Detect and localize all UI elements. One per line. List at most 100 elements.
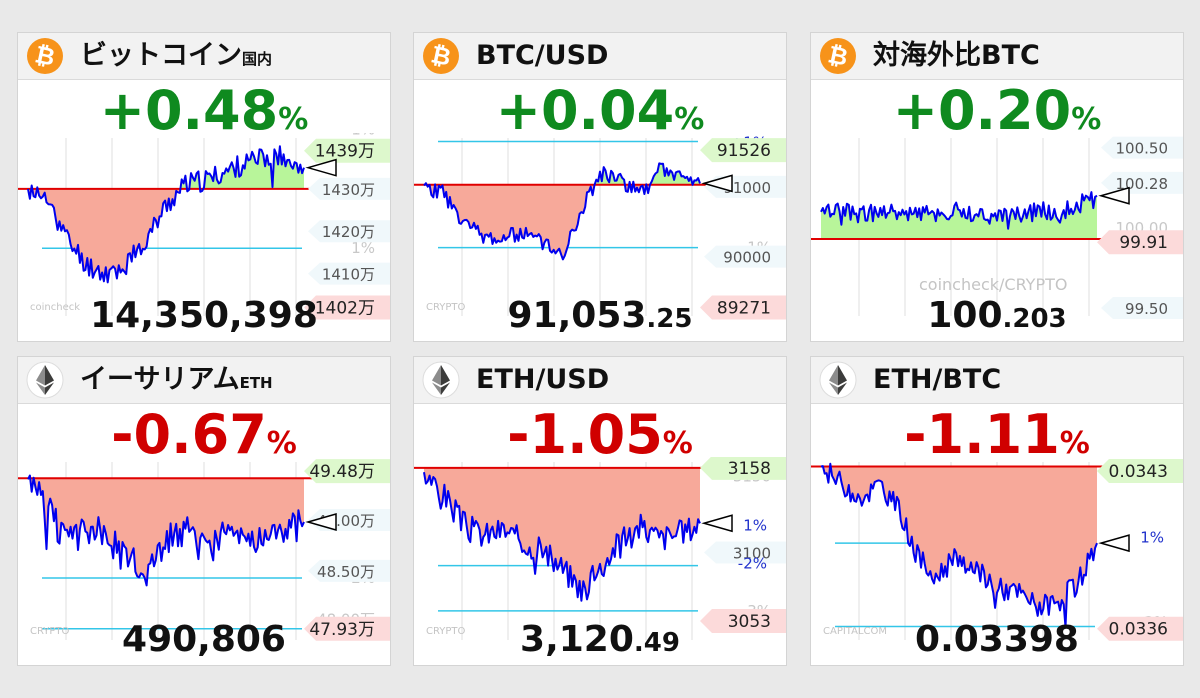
axis-tick-label: 3100 — [733, 544, 771, 562]
ethereum-icon — [422, 361, 460, 399]
source-watermark: CRYPTO — [426, 302, 466, 313]
axis-tick-label: 1402万 — [315, 299, 375, 319]
label-tag — [704, 541, 786, 564]
source-watermark: CAPITALCOM — [823, 626, 887, 637]
change-unit: % — [278, 102, 309, 137]
coin-title: ビットコイン国内 — [80, 39, 272, 76]
change-value: -1.05 — [507, 403, 663, 466]
source-watermark: CRYPTO — [30, 626, 70, 637]
card-header: ETH/BTC — [811, 357, 1183, 404]
bitcoin-icon: ₿ — [423, 38, 459, 74]
price-line — [27, 145, 305, 284]
current-price-marker — [1098, 534, 1130, 553]
change-unit: % — [266, 426, 297, 461]
current-price-marker — [305, 158, 337, 177]
current-price: 14,350,398 — [18, 292, 390, 341]
change-unit: % — [662, 426, 693, 461]
label-tag — [308, 559, 390, 582]
change-percent: -1.11% — [811, 405, 1183, 474]
title-text: 対海外比BTC — [873, 40, 1040, 71]
card-eth-btc[interactable]: ETH/BTC -1.11% 2%0.03431%0.0336CAPITALCO… — [810, 356, 1184, 666]
label-tag — [308, 177, 390, 200]
title-suffix: ETH — [239, 374, 273, 392]
card-eth-usd[interactable]: ETH/USD -1.05% 31503%31581%3100-2%3053CR… — [413, 356, 787, 666]
area-below-base — [28, 188, 304, 283]
axis-tick-label: 1% — [351, 239, 375, 257]
axis-tick-label: 91526 — [717, 141, 771, 161]
label-tag — [304, 616, 390, 641]
axis-tick-label: 1% — [743, 517, 767, 535]
change-unit: % — [1059, 426, 1090, 461]
area-above-base — [821, 192, 1097, 240]
card-header: ₿ 対海外比BTC — [811, 33, 1183, 80]
label-tag — [700, 457, 786, 480]
current-price-marker — [701, 174, 733, 193]
change-value: +0.04 — [495, 79, 675, 142]
price-value: 91,053 — [507, 295, 647, 336]
price-chart: 1% 1% 1439万 1430万 1420万 1410万 1402万 coincheck — [18, 133, 390, 320]
current-price: 0.03398 — [811, 616, 1183, 665]
change-value: +0.20 — [892, 79, 1072, 142]
axis-tick-label: 1439万 — [315, 142, 375, 162]
area-above-base — [424, 163, 700, 185]
price-value: 0.03398 — [915, 619, 1079, 660]
card-header: イーサリアムETH — [18, 357, 390, 404]
title-text: BTC/USD — [476, 40, 609, 71]
area-below-base — [821, 466, 1097, 628]
card-btc-jpy[interactable]: ₿ ビットコイン国内 +0.48% 1% 1% 1439万 1430万 1420万 141… — [17, 32, 391, 342]
area-below-base — [424, 467, 700, 601]
change-unit: % — [1071, 102, 1102, 137]
ethereum-icon — [26, 361, 64, 399]
title-suffix: 国内 — [242, 50, 273, 68]
current-price: 3,120.49 — [414, 616, 786, 665]
current-price: 91,053.25 — [414, 292, 786, 341]
axis-tick-label: 49.48万 — [309, 462, 375, 482]
label-tag — [1097, 616, 1183, 641]
card-eth-jpy[interactable]: イーサリアムETH -0.67% 2%48.00万49.48万49.00万48.… — [17, 356, 391, 666]
axis-tick-label: -2% — [738, 555, 767, 573]
label-tag — [704, 245, 786, 268]
price-line — [423, 472, 701, 602]
bitcoin-icon: ₿ — [820, 38, 856, 74]
axis-tick-label: 0.0343 — [1109, 462, 1168, 482]
change-percent: +0.04% — [414, 81, 786, 150]
card-header: ₿ BTC/USD — [414, 33, 786, 80]
axis-tick-label: 91000 — [723, 179, 771, 197]
title-text: イーサリアム — [80, 364, 240, 395]
coin-title: ETH/BTC — [873, 363, 1001, 400]
axis-tick-label: 100.50 — [1116, 140, 1169, 158]
title-text: ビットコイン — [80, 40, 242, 71]
change-percent: -0.67% — [18, 405, 390, 474]
label-tag — [700, 295, 786, 320]
price-value: 100 — [927, 295, 1003, 336]
card-btc-usd[interactable]: ₿ BTC/USD +0.04% 1%+1%915269100090000892… — [413, 32, 787, 342]
label-tag — [304, 138, 390, 163]
coin-title: BTC/USD — [476, 39, 608, 76]
change-percent: -1.05% — [414, 405, 786, 474]
axis-tick-label: 1410万 — [322, 266, 375, 284]
coin-title: イーサリアムETH — [80, 363, 273, 400]
axis-tick-label: 1% — [351, 133, 375, 139]
label-tag — [1097, 230, 1183, 255]
axis-tick-label: 90000 — [723, 249, 771, 267]
price-line — [820, 462, 1098, 629]
price-value: 3,120 — [520, 619, 634, 660]
price-value: 490,806 — [122, 619, 286, 660]
axis-tick-label: 99.91 — [1119, 233, 1168, 253]
price-line — [423, 162, 701, 261]
card-jp-premium-btc[interactable]: ₿ 対海外比BTC +0.20% 100.00 100.50 100.28 99.91… — [810, 32, 1184, 342]
label-tag — [1097, 459, 1183, 484]
axis-tick-label: 99.50 — [1125, 300, 1168, 318]
ethereum-icon — [819, 361, 857, 399]
card-header: ₿ ビットコイン国内 — [18, 33, 390, 80]
axis-tick-label: 0.0336 — [1109, 620, 1168, 640]
current-price: 100.203 — [811, 292, 1183, 341]
area-above-base — [28, 146, 304, 189]
bitcoin-icon: ₿ — [27, 38, 63, 74]
change-value: -1.11 — [904, 403, 1060, 466]
source-watermark: coincheck/CRYPTO — [919, 275, 1067, 294]
axis-tick-label: 1420万 — [322, 223, 375, 241]
